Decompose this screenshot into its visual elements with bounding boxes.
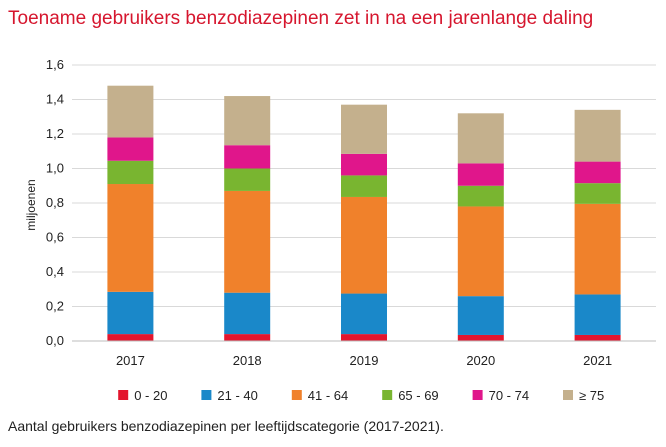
bar-segment [224,190,271,293]
bar-segment [107,291,154,335]
legend: 0 - 20 21 - 40 41 - 64 65 - 69 70 - 74 ≥ 75 [118,388,604,403]
legend-swatch [382,390,393,400]
bar-segment [224,168,271,191]
y-tick-label: 1,2 [46,126,64,141]
bar-segment [224,96,271,146]
bar-segment [224,145,271,169]
bar-segment [224,292,271,335]
bar-segment [341,175,387,197]
y-tick-label: 0,8 [46,195,64,210]
legend-label: 70 - 74 [489,388,529,403]
bar-segment [574,334,621,341]
bar-segment [224,334,271,341]
y-axis-title: miljoenen [24,179,38,230]
y-tick-label: 0,4 [46,264,64,279]
bar-segment [107,85,154,138]
x-tick-label: 2021 [583,353,612,368]
x-axis-ticks: 2017 2018 2019 2020 2021 [116,353,612,368]
bar-segment [457,334,504,341]
y-axis-ticks: 0,0 0,2 0,4 0,6 0,8 1,0 1,2 1,4 1,6 [46,57,64,348]
y-tick-label: 1,4 [46,92,64,107]
bar-segment [574,183,621,204]
chart-caption: Aantal gebruikers benzodiazepinen per le… [8,418,444,434]
bar-segment [107,137,154,161]
x-tick-label: 2017 [116,353,145,368]
bar-segment [457,113,504,164]
legend-swatch [563,390,573,400]
bar-segment [574,161,621,184]
legend-label: 41 - 64 [308,388,348,403]
bar-segment [341,153,387,176]
bar-segment [107,334,154,341]
legend-label: 21 - 40 [217,388,257,403]
bar-segment [457,163,504,186]
bar-segment [457,185,504,207]
bar-segment [107,160,154,185]
legend-label: 65 - 69 [398,388,438,403]
bar-segment [341,334,387,341]
y-tick-label: 0,0 [46,333,64,348]
bars [107,85,621,341]
bar-segment [341,104,387,154]
y-tick-label: 0,6 [46,230,64,245]
x-tick-label: 2018 [233,353,262,368]
bar-segment [574,109,621,162]
legend-label: ≥ 75 [579,388,604,403]
bar-segment [107,184,154,292]
y-tick-label: 1,0 [46,161,64,176]
bar-segment [341,196,387,294]
y-tick-label: 1,6 [46,57,64,72]
bar-segment [574,294,621,335]
y-tick-label: 0,2 [46,299,64,314]
bar-segment [574,203,621,295]
chart-title: Toename gebruikers benzodiazepinen zet i… [8,8,594,29]
legend-label: 0 - 20 [134,388,167,403]
legend-swatch [118,390,129,400]
bar-segment [457,296,504,335]
bar-segment [341,293,387,335]
legend-swatch [291,390,302,400]
x-tick-label: 2019 [350,353,379,368]
x-tick-label: 2020 [466,353,495,368]
bar-segment [457,206,504,297]
legend-swatch [201,390,212,400]
legend-swatch [472,390,483,400]
